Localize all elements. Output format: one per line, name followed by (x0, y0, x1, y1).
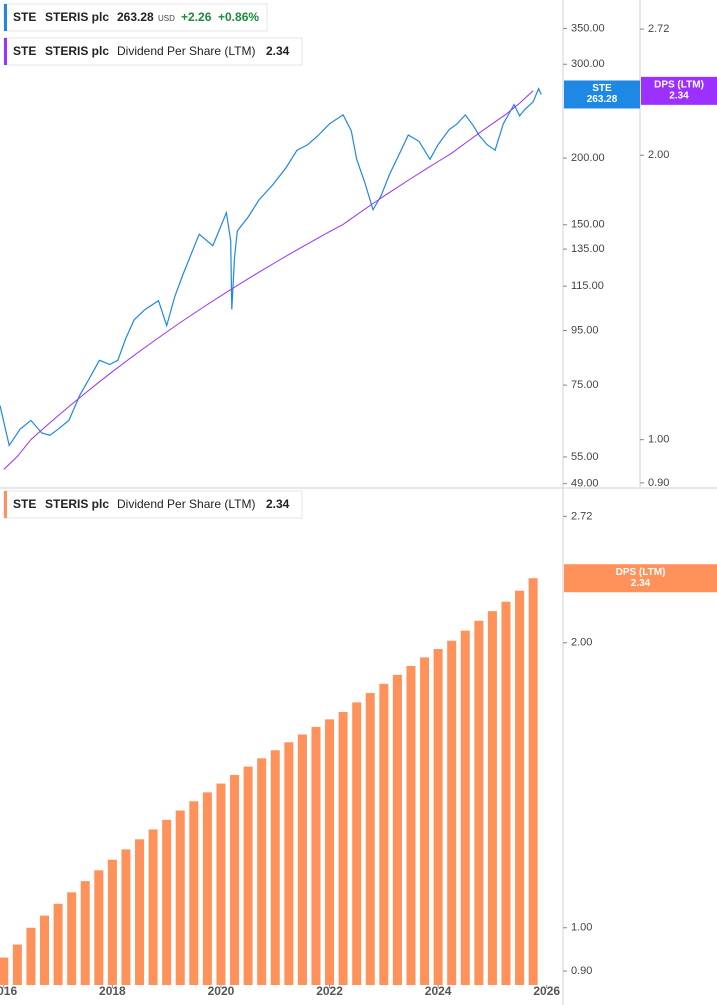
bar (365, 692, 375, 985)
bar (94, 870, 104, 985)
legend-swatch (4, 491, 7, 518)
axis-tag-label: STE (592, 83, 612, 94)
series-line (3, 90, 534, 470)
legend-name: STERIS plc (45, 497, 109, 511)
bar (447, 640, 457, 985)
bar (338, 712, 348, 985)
y-tick-label: 1.00 (571, 922, 592, 934)
bar (297, 734, 307, 985)
legend-value: 2.34 (266, 44, 290, 58)
y-tick-label: 2.00 (648, 149, 669, 161)
y-tick-label: 2.72 (571, 510, 592, 522)
legend-symbol: STE (13, 10, 36, 24)
y-tick-label: 55.00 (571, 451, 599, 463)
y-tick-label: 2.72 (648, 23, 669, 35)
bar (162, 819, 172, 985)
bar (311, 726, 321, 985)
bar (487, 611, 497, 985)
bar (230, 774, 240, 985)
bar (148, 829, 158, 985)
y-tick-label: 0.90 (571, 965, 592, 977)
legend-price: 263.28 (117, 10, 154, 24)
y-tick-label: 1.00 (648, 434, 669, 446)
bar (270, 750, 280, 985)
legend-box (3, 3, 268, 32)
bar (12, 944, 22, 985)
bar (53, 903, 63, 985)
x-tick-label: 2022 (316, 984, 343, 998)
bar (392, 674, 402, 985)
legend-box (3, 490, 303, 519)
x-tick-label: 2018 (99, 984, 126, 998)
legend-change: +2.26 (181, 10, 212, 24)
legend-series: Dividend Per Share (LTM) (117, 497, 256, 511)
bar (121, 849, 131, 985)
legend-name: STERIS plc (45, 10, 109, 24)
y-tick-label: 300.00 (571, 58, 605, 70)
bar (528, 578, 538, 985)
series-line (0, 87, 542, 447)
axis-tag (564, 80, 640, 109)
bar (40, 915, 50, 985)
bar (284, 742, 294, 985)
axis-tag (641, 76, 717, 105)
y-tick-label: 0.90 (648, 477, 669, 489)
bar (189, 801, 199, 985)
legend-swatch (4, 38, 7, 65)
legend-name: STERIS plc (45, 44, 109, 58)
legend-value: 2.34 (266, 497, 290, 511)
bar (216, 783, 226, 985)
legend-symbol: STE (13, 497, 36, 511)
bar (460, 630, 470, 985)
bar (67, 892, 77, 985)
y-tick-label: 350.00 (571, 22, 605, 34)
axis-tag-value: 2.34 (669, 90, 689, 101)
axis-tag-label: DPS (LTM) (654, 79, 704, 90)
x-tick-label: 2026 (533, 984, 560, 998)
bar (80, 881, 90, 985)
axis-tag-value: 2.34 (631, 578, 651, 589)
bar (257, 758, 267, 985)
bar (107, 859, 117, 985)
bar (175, 810, 185, 985)
bar (352, 702, 362, 985)
legend-series: Dividend Per Share (LTM) (117, 44, 256, 58)
y-tick-label: 75.00 (571, 379, 599, 391)
bar (501, 601, 511, 985)
x-tick-label: 2024 (425, 984, 452, 998)
y-tick-label: 200.00 (571, 152, 605, 164)
axis-tag-label: DPS (LTM) (616, 567, 666, 578)
bar (379, 683, 389, 985)
legend-currency: USD (158, 14, 175, 23)
bar (325, 719, 335, 985)
axis-tag-value: 263.28 (587, 94, 618, 105)
y-tick-label: 115.00 (571, 280, 604, 292)
y-tick-label: 95.00 (571, 324, 599, 336)
x-tick-label: 2016 (0, 984, 17, 998)
bar (26, 927, 36, 985)
bar (420, 657, 430, 985)
bar (0, 957, 9, 985)
bar (243, 766, 253, 985)
y-tick-label: 135.00 (571, 243, 605, 255)
legend-swatch (4, 4, 7, 31)
legend-change-pct: +0.86% (218, 10, 259, 24)
bar (474, 620, 484, 985)
legend-box (3, 37, 303, 66)
x-tick-label: 2020 (208, 984, 235, 998)
bar (202, 792, 212, 985)
y-tick-label: 2.00 (571, 637, 592, 649)
bar (135, 839, 145, 985)
axis-tag (564, 564, 717, 593)
bar (433, 648, 443, 985)
y-tick-label: 150.00 (571, 219, 605, 231)
legend-symbol: STE (13, 44, 36, 58)
bar (515, 590, 525, 985)
bar (406, 666, 416, 985)
y-tick-label: 49.00 (571, 478, 599, 490)
